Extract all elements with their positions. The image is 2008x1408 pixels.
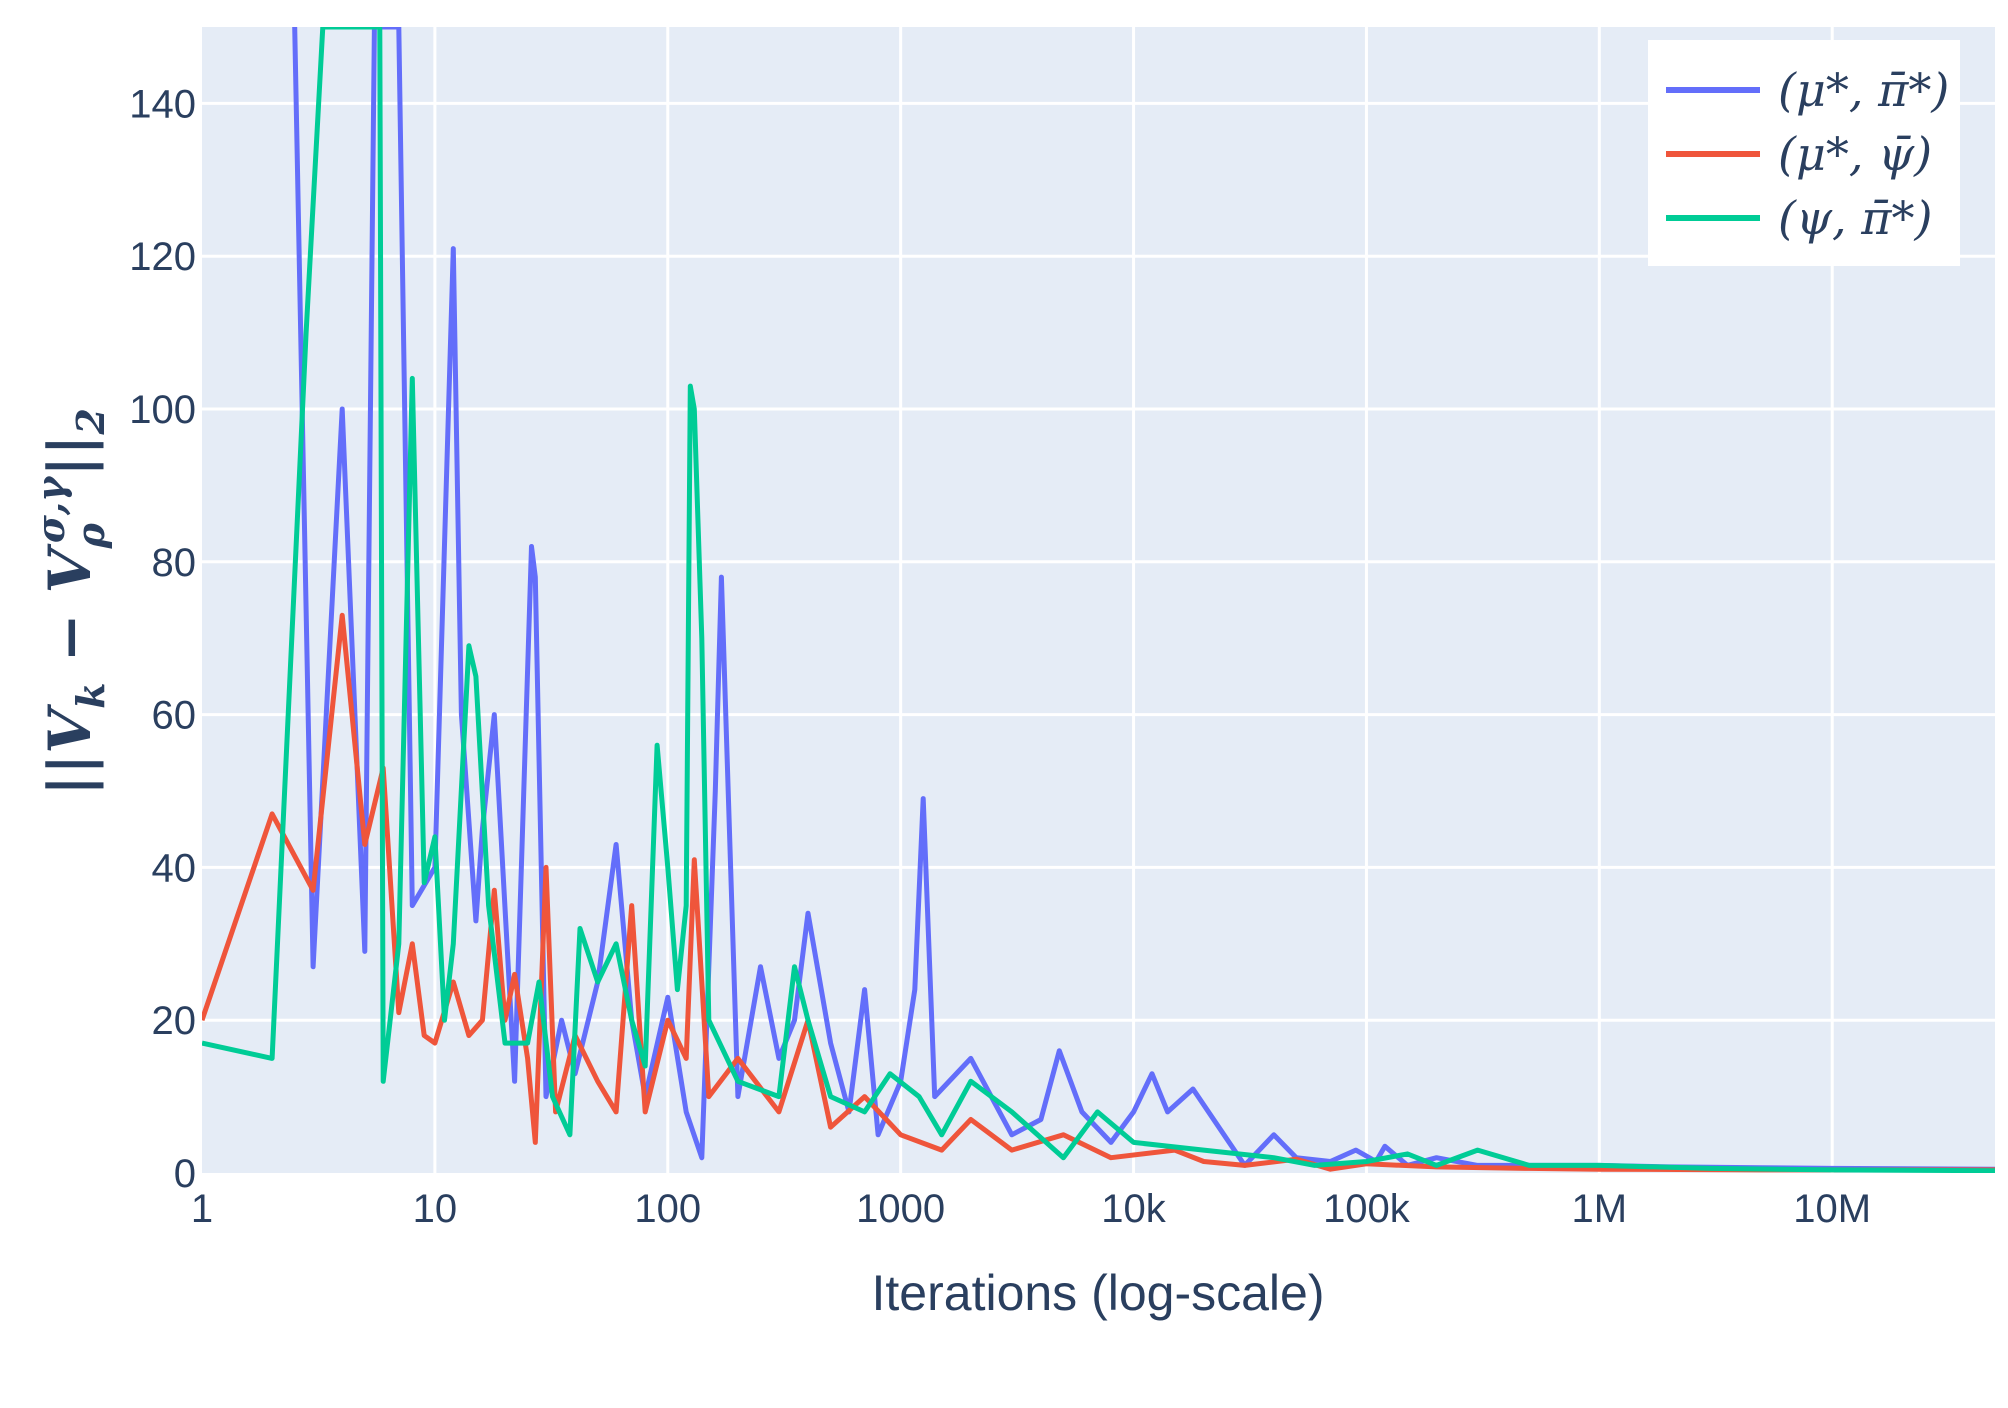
series-lines [202,27,1995,1173]
y-axis-ticks: 0 20 40 60 80 100 120 140 [129,82,196,1196]
y-tick-label: 0 [174,1152,196,1196]
y-axis-title: ||Vk − Vρσ,γ||2 [28,408,113,796]
y-tick-label: 120 [129,235,196,279]
legend-label: (μ*, ψ̄) [1778,127,1932,181]
x-tick-label: 1000 [856,1187,945,1231]
x-tick-label: 10 [413,1187,458,1231]
ylabel-norm-open: || [36,754,104,796]
x-axis-ticks: 1 10 100 1000 10k 100k 1M 10M [191,1187,1871,1231]
x-tick-label: 1M [1572,1187,1628,1231]
y-tick-label: 40 [152,846,197,890]
y-tick-label: 60 [152,694,197,738]
legend-label: (μ*, π̄*) [1778,63,1949,117]
series-line-2 [202,612,1995,1173]
x-tick-label: 10M [1793,1187,1871,1231]
grid [202,27,1995,1173]
y-tick-label: 20 [152,999,197,1043]
x-tick-label: 100 [634,1187,701,1231]
x-tick-label: 10k [1101,1187,1166,1231]
series-line-3 [202,27,1995,1173]
legend: (μ*, π̄*) (μ*, ψ̄) (ψ, π̄*) [1648,40,1960,266]
svg-text:||Vk − Vρσ,γ||2: ||Vk − Vρσ,γ||2 [28,408,113,796]
x-tick-label: 100k [1323,1187,1411,1231]
x-tick-label: 1 [191,1187,213,1231]
x-axis-title: Iterations (log-scale) [872,1265,1325,1321]
y-tick-label: 80 [152,541,197,585]
y-tick-label: 140 [129,82,196,126]
y-tick-label: 100 [129,388,196,432]
legend-label: (ψ, π̄*) [1778,191,1932,245]
